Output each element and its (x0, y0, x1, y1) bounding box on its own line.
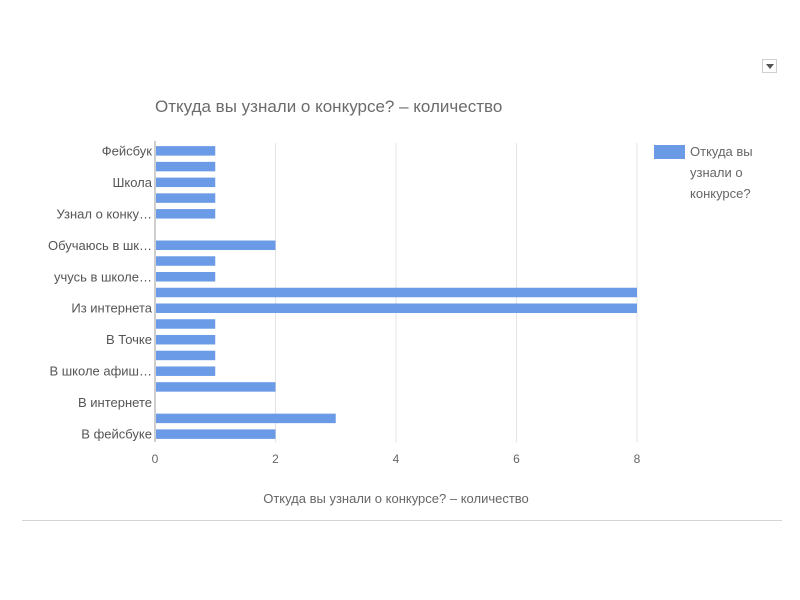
chart-title: Откуда вы узнали о конкурсе? – количеств… (155, 97, 503, 116)
bar (156, 350, 216, 361)
bar (156, 256, 216, 266)
bar (156, 319, 216, 329)
y-tick-label: Школа (112, 175, 152, 190)
y-tick-label: Фейсбук (102, 143, 153, 158)
x-tick-label: 8 (634, 452, 641, 466)
divider (22, 520, 782, 521)
y-tick-label: Из интернета (71, 301, 152, 316)
y-tick-label: В Точке (106, 332, 152, 347)
legend: Откуда вы узнали о конкурсе? (654, 141, 784, 204)
bar (156, 429, 276, 439)
y-tick-label: В интернете (78, 395, 152, 410)
bar (156, 240, 276, 251)
legend-swatch (654, 145, 685, 159)
x-tick-label: 4 (393, 452, 400, 466)
bar (156, 303, 637, 313)
x-axis-title: Откуда вы узнали о конкурсе? – количеств… (263, 491, 529, 506)
x-tick-label: 2 (272, 452, 279, 466)
bar (156, 366, 216, 376)
x-tick-label: 0 (152, 452, 159, 466)
bar (156, 334, 216, 345)
dropdown-arrow-icon (766, 64, 774, 69)
chart-menu-button[interactable] (762, 59, 777, 73)
bar (156, 177, 216, 188)
y-tick-label: Узнал о конку… (56, 206, 152, 221)
bar (156, 193, 216, 203)
x-tick-label: 6 (513, 452, 520, 466)
bar (156, 413, 336, 424)
bar (156, 287, 637, 298)
y-tick-label: В фейсбуке (81, 427, 152, 442)
y-tick-label: Обучаюсь в шк… (48, 238, 152, 253)
bar (156, 382, 276, 392)
y-tick-label: В школе афиш… (49, 364, 152, 379)
bar (156, 161, 216, 172)
legend-label: Откуда вы узнали о конкурсе? (690, 144, 753, 201)
bar (156, 209, 216, 219)
bar (156, 146, 216, 156)
y-tick-label: учусь в школе… (54, 269, 152, 284)
bar (156, 272, 216, 282)
